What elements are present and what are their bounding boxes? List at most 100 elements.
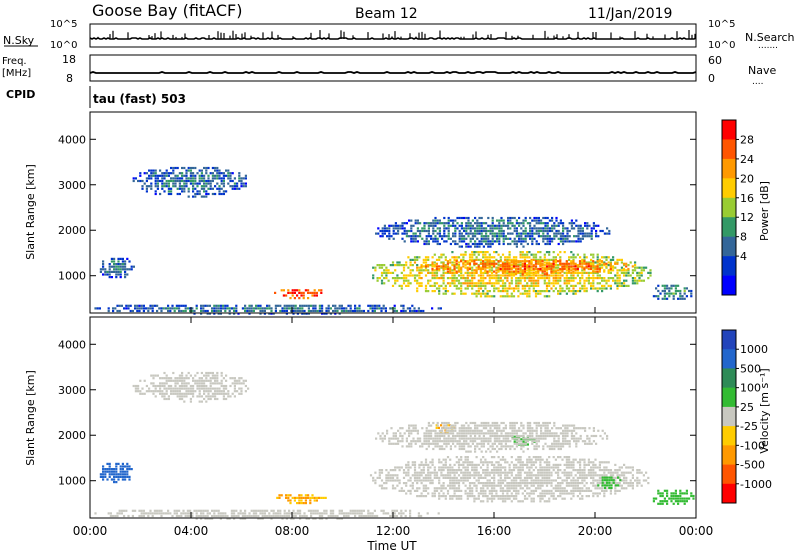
heatmap-cell [499,497,502,500]
heatmap-cell [411,258,414,261]
heatmap-cell [192,190,195,193]
heatmap-cell [354,307,357,310]
heatmap-cell [502,224,505,227]
heatmap-cell [482,256,485,259]
heatmap-cell [590,266,593,269]
heatmap-cell [666,297,669,300]
heatmap-cell [150,172,153,175]
heatmap-cell [475,484,478,487]
heatmap-cell [410,240,413,243]
heatmap-cell [541,469,544,472]
heatmap-cell [478,224,481,227]
heatmap-cell [521,271,524,274]
heatmap-cell [442,487,445,490]
heatmap-cell [539,471,542,474]
heatmap-cell [209,387,212,390]
heatmap-cell [413,279,417,282]
heatmap-cell [369,304,372,307]
heatmap-cell [616,489,619,492]
heatmap-cell [159,384,162,388]
heatmap-cell [488,277,491,280]
heatmap-cell [539,466,542,469]
heatmap-cell [452,432,455,435]
heatmap-cell [467,222,470,225]
freq-unit-label: [MHz] [2,68,31,79]
heatmap-cell [565,458,568,461]
heatmap-cell [238,174,241,177]
heatmap-cell [400,304,403,307]
heatmap-cell [455,256,458,259]
heatmap-cell [663,284,666,287]
heatmap-cell [349,309,352,313]
heatmap-cell [548,267,551,271]
heatmap-cell [376,476,379,479]
heatmap-cell [205,182,208,185]
heatmap-cell [561,492,564,495]
heatmap-cell [302,502,305,505]
heatmap-cell [469,240,472,243]
heatmap-cell [248,307,251,310]
heatmap-cell [451,271,454,274]
heatmap-cell [670,492,673,495]
heatmap-cell [409,476,412,479]
heatmap-cell [468,463,472,466]
heatmap-cell [198,169,201,172]
heatmap-cell [465,427,468,430]
heatmap-cell [570,463,573,466]
heatmap-cell [443,427,446,430]
heatmap-cell [489,450,492,453]
heatmap-cell [618,282,621,285]
heatmap-cell [174,179,177,183]
heatmap-cell [167,307,170,310]
heatmap-cell [115,268,118,271]
heatmap-cell [447,432,450,435]
heatmap-cell [222,390,225,393]
heatmap-cell [561,287,564,290]
heatmap-cell [389,307,392,310]
heatmap-cell [454,219,457,222]
heatmap-cell [473,258,476,261]
heatmap-cell [499,269,502,272]
heatmap-cell [414,429,417,432]
heatmap-cell [396,479,399,482]
heatmap-cell [585,476,588,479]
heatmap-cell [524,237,527,240]
heatmap-cell [577,224,580,227]
heatmap-cell [466,282,469,285]
heatmap-cell [447,235,450,238]
heatmap-cell [590,271,593,274]
heatmap-cell [598,264,601,267]
heatmap-cell [215,309,218,313]
heatmap-cell [546,242,549,246]
heatmap-cell [124,268,127,271]
heatmap-cell [521,482,524,485]
heatmap-cell [475,456,478,459]
heatmap-cell [565,471,568,474]
heatmap-cell [526,471,529,474]
heatmap-cell [661,289,664,293]
heatmap-cell [455,284,458,287]
heatmap-cell [474,440,477,443]
heatmap-cell [598,260,601,263]
heatmap-cell [545,258,549,261]
heatmap-cell [206,312,209,315]
heatmap-cell [499,258,502,261]
heatmap-cell [205,190,208,193]
heatmap-cell [376,279,379,282]
heatmap-cell [187,195,190,198]
heatmap-cell [526,461,529,464]
heatmap-cell [499,487,502,490]
heatmap-cell [510,461,513,464]
heatmap-cell [220,379,223,382]
heatmap-cell [476,219,479,222]
heatmap-cell [559,261,562,264]
heatmap-cell [106,270,109,273]
heatmap-cell [576,476,579,479]
heatmap-cell [214,392,217,395]
heatmap-cell [616,469,619,472]
heatmap-cell [181,384,184,388]
heatmap-cell [543,264,546,267]
heatmap-cell [453,469,456,472]
heatmap-cell [498,237,501,240]
heatmap-cell [474,227,477,230]
